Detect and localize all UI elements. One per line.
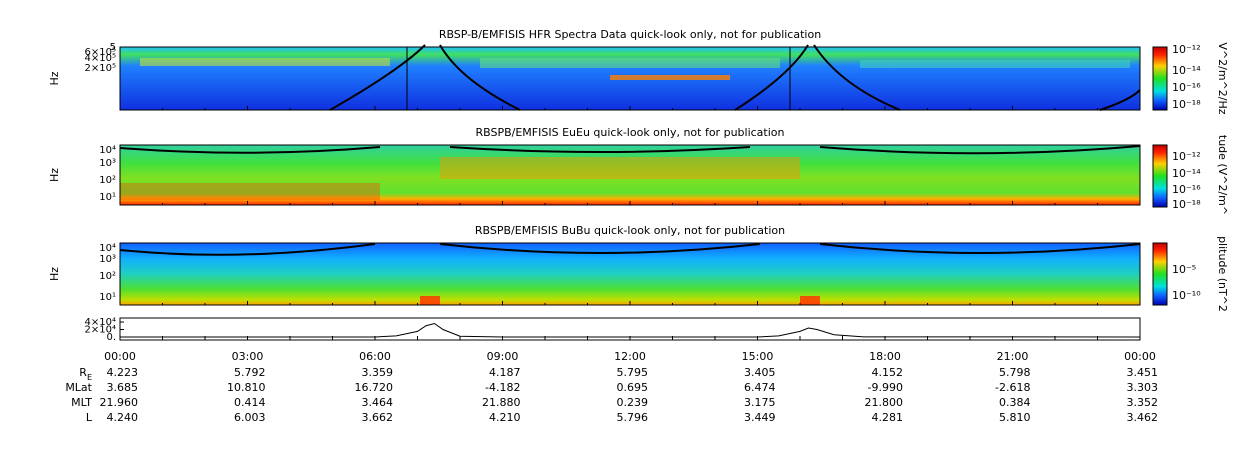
ephemeris-value: 0.239 — [617, 396, 649, 409]
ephemeris-value: 3.405 — [744, 366, 776, 379]
ephemeris-value: -9.990 — [868, 381, 903, 394]
y-tick-label: 10² — [99, 175, 116, 186]
colorbar-tick-label: 10⁻¹² — [1172, 43, 1201, 56]
ephemeris-value: 3.462 — [1127, 411, 1159, 424]
time-label: 03:00 — [232, 350, 264, 363]
y-tick-label: 10¹ — [99, 192, 116, 203]
y-tick-label: 2×10⁴ — [85, 325, 116, 336]
time-label: 06:00 — [359, 350, 391, 363]
y-tick-label: 2×10⁵ — [85, 63, 116, 74]
y-tick-label: 10³ — [99, 158, 116, 169]
row-label: MLT — [71, 396, 92, 409]
y-tick-label: 10¹ — [99, 292, 116, 303]
spectrogram-decor — [119, 44, 1141, 305]
ephemeris-value: 4.223 — [107, 366, 139, 379]
y-tick-label: 0. — [106, 332, 116, 343]
colorbar-tick-label: 10⁻¹⁶ — [1172, 183, 1201, 196]
ephemeris-value: 3.464 — [362, 396, 394, 409]
colorbar-label: plitude (nT^2 — [1216, 236, 1229, 312]
panel-title: RBSP-B/EMFISIS HFR Spectra Data quick-lo… — [439, 28, 821, 41]
time-label: 09:00 — [487, 350, 519, 363]
colorbar-tick-label: 10⁻⁵ — [1172, 263, 1196, 276]
ephemeris-value: -4.182 — [485, 381, 520, 394]
colorbar-tick-label: 10⁻¹⁸ — [1172, 198, 1201, 211]
row-label-text: MLat — [65, 381, 92, 394]
row-label: MLat — [65, 381, 92, 394]
time-label: 21:00 — [997, 350, 1029, 363]
y-tick-label: 4×10⁴ — [85, 317, 116, 328]
ephemeris-value: 21.800 — [865, 396, 904, 409]
colorbar-tick-label: 10⁻¹⁴ — [1172, 64, 1201, 77]
ephemeris-value: 0.414 — [234, 396, 266, 409]
colorbar-label: V^2/m^2/Hz — [1216, 42, 1229, 114]
colorbar-tick-label: 10⁻¹⁰ — [1172, 289, 1201, 302]
row-label-text: L — [86, 411, 93, 424]
ephemeris-value: 0.695 — [617, 381, 649, 394]
ephemeris-value: 4.210 — [489, 411, 521, 424]
time-label: 12:00 — [614, 350, 646, 363]
ephemeris-value: 3.352 — [1127, 396, 1159, 409]
time-label: 18:00 — [869, 350, 901, 363]
row-label: L — [86, 411, 93, 424]
ephemeris-value: 5.810 — [999, 411, 1031, 424]
ephemeris-value: 3.449 — [744, 411, 776, 424]
ephemeris-value: 6.474 — [744, 381, 776, 394]
ephemeris-value: 6.003 — [234, 411, 266, 424]
ephemeris-value: 3.685 — [107, 381, 139, 394]
y-axis-label: Hz — [48, 71, 61, 85]
ephemeris-value: 3.175 — [744, 396, 776, 409]
y-axis-label: Hz — [48, 267, 61, 281]
row-label: RE — [79, 366, 92, 382]
colorbar-tick-label: 10⁻¹⁴ — [1172, 167, 1201, 180]
y-tick-label: 4×10⁵ — [85, 53, 116, 64]
ephemeris-value: 3.451 — [1127, 366, 1159, 379]
ephemeris-value: -2.618 — [995, 381, 1030, 394]
y-tick-label: 10³ — [99, 254, 116, 265]
y-tick-label: 6×10⁵ — [85, 47, 116, 58]
colorbar-tick-label: 10⁻¹⁸ — [1172, 98, 1201, 111]
ephemeris-value: 4.152 — [872, 366, 904, 379]
time-label: 00:00 — [1124, 350, 1156, 363]
y-tick-label: 5 — [110, 42, 116, 53]
y-tick-label: 10² — [99, 271, 116, 282]
ephemeris-value: 21.880 — [482, 396, 521, 409]
ephemeris-value: 5.796 — [617, 411, 649, 424]
line-series — [120, 322, 1141, 338]
row-label-text: R — [79, 366, 87, 379]
ephemeris-value: 3.662 — [362, 411, 394, 424]
ephemeris-value: 4.281 — [872, 411, 904, 424]
colorbar-tick-label: 10⁻¹² — [1172, 150, 1201, 163]
panel-title: RBSPB/EMFISIS EuEu quick-look only, not … — [475, 126, 784, 139]
ephemeris-value: 10.810 — [227, 381, 266, 394]
row-label-text: MLT — [71, 396, 92, 409]
ephemeris-value: 3.359 — [362, 366, 394, 379]
colorbar-label: tude (V^2/m^ — [1216, 135, 1229, 215]
panel-title: RBSPB/EMFISIS BuBu quick-look only, not … — [475, 224, 785, 237]
row-label-subscript: E — [87, 373, 92, 382]
time-label: 00:00 — [104, 350, 136, 363]
ephemeris-value: 5.798 — [999, 366, 1031, 379]
y-axis-label: Hz — [48, 168, 61, 182]
ephemeris-value: 4.187 — [489, 366, 521, 379]
ephemeris-value: 21.960 — [100, 396, 139, 409]
y-tick-label: 10⁴ — [99, 243, 116, 254]
colorbar-tick-label: 10⁻¹⁶ — [1172, 81, 1201, 94]
time-label: 15:00 — [742, 350, 774, 363]
ephemeris-value: 0.384 — [999, 396, 1031, 409]
ephemeris-value: 16.720 — [355, 381, 394, 394]
ephemeris-value: 3.303 — [1127, 381, 1159, 394]
y-tick-label: 10⁴ — [99, 145, 116, 156]
ephemeris-value: 5.792 — [234, 366, 266, 379]
ephemeris-value: 4.240 — [107, 411, 139, 424]
ephemeris-value: 5.795 — [617, 366, 649, 379]
